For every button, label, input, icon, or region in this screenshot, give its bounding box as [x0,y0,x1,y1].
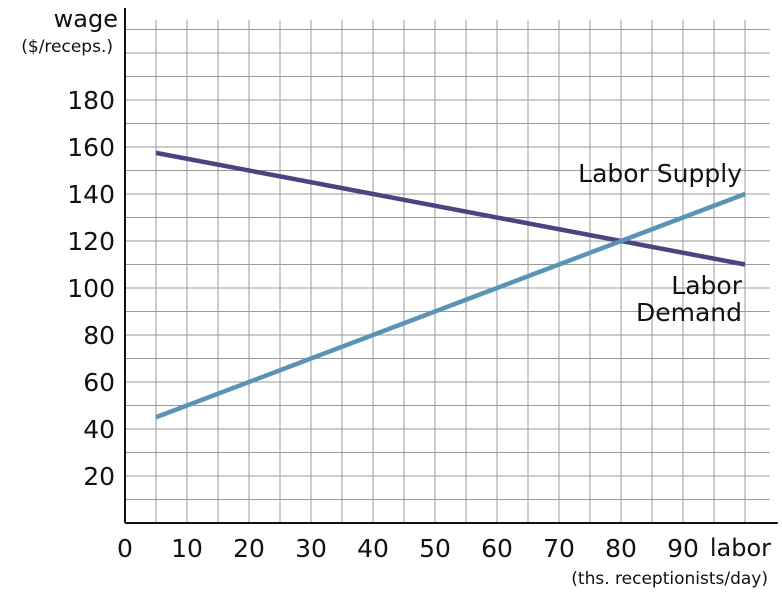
y-tick-label: 40 [83,415,115,444]
series-line-labor-demand [155,150,746,267]
y-tick-label: 80 [83,321,115,350]
y-tick-label: 140 [67,180,115,209]
x-tick-label: 40 [357,534,389,563]
y-tick-label: 100 [67,274,115,303]
y-tick-labels: 20 40 60 80 100 120 140 160 180 [67,86,115,491]
x-tick-label: 50 [419,534,451,563]
series-label-labor-supply: Labor Supply [578,159,742,188]
y-tick-label: 180 [67,86,115,115]
x-tick-label: 60 [481,534,513,563]
x-tick-labels: 0 10 20 30 40 50 60 70 80 90 [117,534,699,563]
x-tick-label: 0 [117,534,133,563]
grid [125,20,770,523]
x-tick-label: 80 [605,534,637,563]
series-label-labor-demand: Demand [636,298,742,327]
y-axis-title: wage [54,5,118,33]
axes [124,8,778,524]
x-tick-label: 90 [667,534,699,563]
y-axis-subtitle: ($/receps.) [21,37,113,57]
series [155,150,746,420]
series-label-labor-demand: Labor [671,271,742,300]
x-tick-label: 70 [543,534,575,563]
x-tick-label: 30 [295,534,327,563]
y-tick-label: 120 [67,227,115,256]
y-tick-label: 160 [67,133,115,162]
y-tick-label: 60 [83,368,115,397]
x-axis-title: labor [710,534,771,562]
x-axis-subtitle: (ths. receptionists/day) [571,569,768,589]
x-tick-label: 10 [171,534,203,563]
y-tick-label: 20 [83,462,115,491]
series-line-labor-supply [155,191,746,420]
x-tick-label: 20 [233,534,265,563]
